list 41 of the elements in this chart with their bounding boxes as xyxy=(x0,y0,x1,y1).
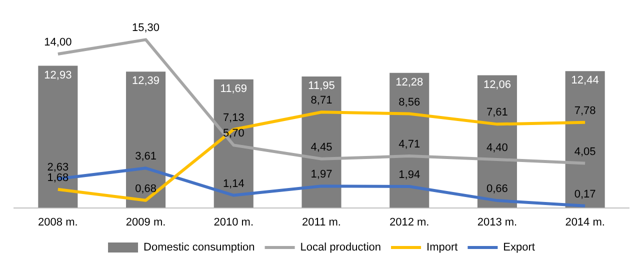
x-tick-label: 2013 m. xyxy=(477,216,518,228)
x-tick-label: 2008 m. xyxy=(38,216,78,228)
data-label: 0,68 xyxy=(135,182,156,195)
bar xyxy=(126,72,166,208)
legend-label: Domestic consumption xyxy=(144,242,255,254)
data-label: 12,44 xyxy=(571,74,599,87)
data-label: 4,40 xyxy=(486,142,508,154)
bar xyxy=(565,71,605,208)
legend-label: Import xyxy=(426,242,458,254)
x-tick-label: 2010 m. xyxy=(214,216,254,228)
data-label: 12,39 xyxy=(132,75,160,88)
x-tick-label: 2012 m. xyxy=(389,216,430,228)
data-label: 14,00 xyxy=(44,36,72,49)
data-label: 12,93 xyxy=(44,69,72,82)
data-label: 12,06 xyxy=(483,78,511,91)
data-label: 7,13 xyxy=(222,112,244,124)
data-label: 11,95 xyxy=(308,80,335,92)
data-label: 8,71 xyxy=(310,94,332,107)
data-label: 7,78 xyxy=(574,104,596,117)
data-label: 4,71 xyxy=(398,138,420,151)
data-label: 2,63 xyxy=(47,161,69,174)
data-label: 4,45 xyxy=(310,141,332,154)
data-label: 12,28 xyxy=(396,76,424,88)
data-label: 1,14 xyxy=(222,178,244,190)
x-tick-label: 2014 m. xyxy=(565,216,605,228)
data-label: 0,66 xyxy=(486,183,508,196)
x-tick-label: 2011 m. xyxy=(302,216,341,228)
data-label: 1,68 xyxy=(47,172,69,184)
data-label: 11,69 xyxy=(220,82,247,95)
data-label: 0,17 xyxy=(574,188,596,200)
data-label: 3,61 xyxy=(135,150,156,163)
x-tick-label: 2009 m. xyxy=(126,216,166,228)
legend-label: Local production xyxy=(300,242,382,254)
bar xyxy=(38,66,78,208)
data-label: 8,56 xyxy=(398,96,420,108)
legend-label: Export xyxy=(503,242,535,254)
data-label: 1,94 xyxy=(398,169,420,182)
data-label: 7,61 xyxy=(486,106,508,119)
data-label: 4,05 xyxy=(574,146,596,158)
data-label: 15,30 xyxy=(132,22,160,34)
data-label: 1,97 xyxy=(310,168,332,181)
